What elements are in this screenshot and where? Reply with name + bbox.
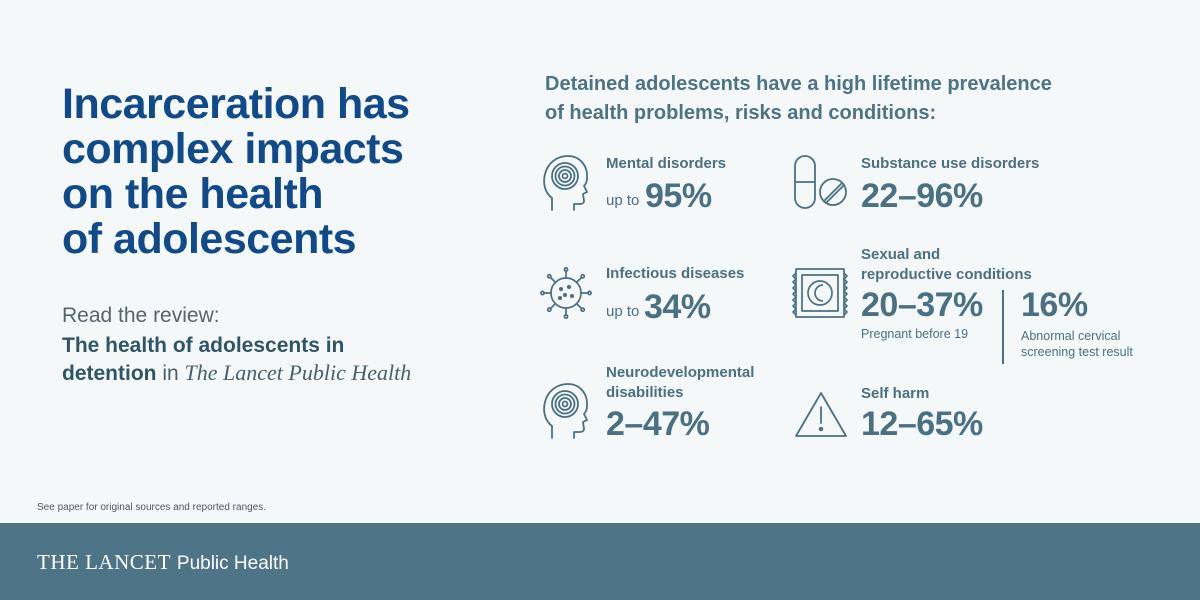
stat-label-infectious: Infectious diseases <box>606 265 745 282</box>
stat-value-cervical: 16% <box>1021 286 1088 324</box>
brand-logo[interactable]: THE LANCET Public Health <box>37 550 289 575</box>
stat-caption-pregnant: Pregnant before 19 <box>861 327 969 341</box>
review-title: The health of adolescents in detention <box>62 334 345 385</box>
stat-value-infectious: 34% <box>644 288 711 326</box>
stat-label-sexual-2: reproductive conditions <box>861 266 1032 283</box>
condom-packet-icon <box>792 265 848 321</box>
stat-value-mental: 95% <box>645 177 712 215</box>
brand-sub: Public Health <box>176 553 289 574</box>
stat-value-selfharm: 12–65% <box>861 405 983 443</box>
head-target-icon <box>540 380 590 442</box>
brand-main: THE LANCET <box>37 550 171 574</box>
review-in: in <box>162 362 179 385</box>
stat-label-sexual-1: Sexual and <box>861 246 941 263</box>
stat-caption-cervical-1: Abnormal cervical <box>1021 329 1121 343</box>
pill-tablet-icon <box>793 154 849 210</box>
review-link[interactable]: The health of adolescents in detention i… <box>62 332 442 387</box>
stat-label-mental: Mental disorders <box>606 155 727 172</box>
headline-line: Incarceration has <box>62 80 410 128</box>
footnote: See paper for original sources and repor… <box>37 502 267 513</box>
stat-label-neuro-2: disabilities <box>606 384 684 401</box>
headline-line: on the health <box>62 170 324 218</box>
stat-label-selfharm: Self harm <box>861 385 930 402</box>
stat-prefix-mental: up to <box>606 192 640 209</box>
headline-line: of adolescents <box>62 215 357 263</box>
stat-value-substance: 22–96% <box>861 177 983 215</box>
headline-line: complex impacts <box>62 125 404 173</box>
journal-name: The Lancet Public Health <box>184 360 412 385</box>
headline: Incarceration has complex impacts on the… <box>62 82 442 262</box>
footer-bar: THE LANCET Public Health <box>0 523 1200 600</box>
stat-value-neuro: 2–47% <box>606 405 710 443</box>
warning-icon <box>793 390 849 440</box>
stat-label-neuro-1: Neurodevelopmental <box>606 364 755 381</box>
virus-icon <box>538 265 594 321</box>
review-lead: Read the review: <box>62 304 220 327</box>
stat-prefix-infectious: up to <box>606 303 640 320</box>
stat-label-substance: Substance use disorders <box>861 155 1040 172</box>
stat-caption-cervical-2: screening test result <box>1021 345 1133 359</box>
intro-text: Detained adolescents have a high lifetim… <box>545 73 1052 124</box>
stat-divider <box>1002 290 1004 364</box>
stat-value-pregnant: 20–37% <box>861 286 983 324</box>
head-target-icon <box>540 152 590 214</box>
